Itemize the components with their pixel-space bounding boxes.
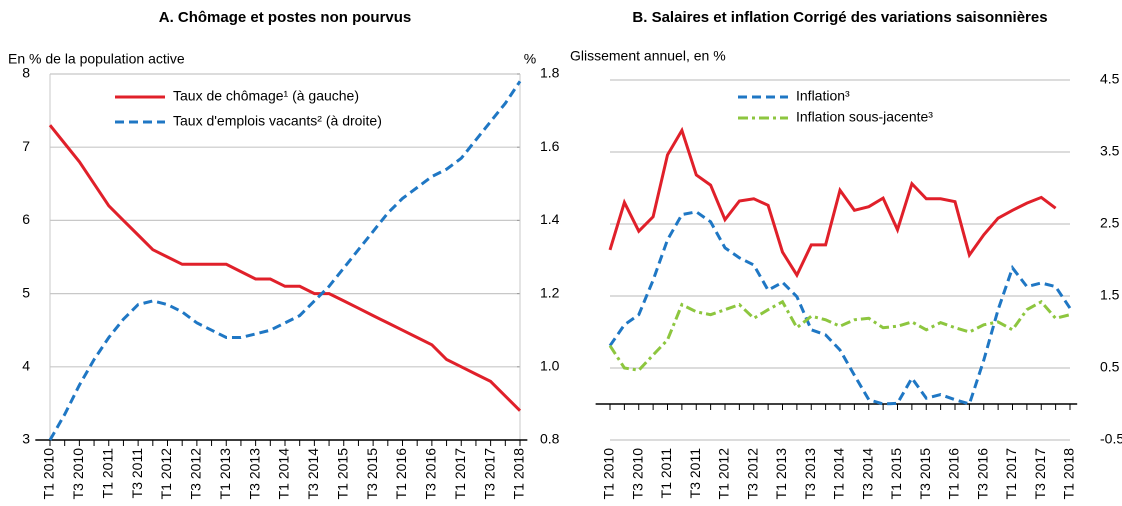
y-axis-label: En % de la population active (8, 51, 185, 67)
y-tick-label: 0.5 (1100, 359, 1120, 375)
x-tick-label: T1 2015 (334, 448, 350, 500)
x-tick-label: T1 2018 (1061, 448, 1077, 500)
legend-label: Inflation sous-jacente³ (796, 109, 933, 125)
x-tick-label: T1 2014 (276, 448, 292, 500)
x-tick-label: T1 2013 (217, 448, 233, 500)
legend-label: Taux de chômage¹ (à gauche) (173, 88, 359, 104)
y2-tick-label: 1.0 (540, 358, 560, 374)
x-tick-label: T1 2015 (888, 448, 904, 500)
x-tick-label: T1 2014 (831, 448, 847, 500)
x-tick-label: T3 2017 (481, 448, 497, 500)
x-tick-label: T3 2010 (70, 448, 86, 500)
y2-tick-label: 1.8 (540, 65, 560, 81)
series-line (608, 299, 1071, 372)
x-tick-label: T3 2017 (1032, 448, 1048, 500)
chart-title: B. Salaires et inflation Corrigé des var… (632, 9, 1048, 26)
x-tick-label: T1 2018 (511, 448, 527, 500)
chart-title: A. Chômage et postes non pourvus (158, 9, 412, 26)
x-tick-label: T1 2016 (946, 448, 962, 500)
y2-tick-label: 1.4 (540, 211, 560, 227)
y-tick-label: 1.5 (1100, 287, 1120, 303)
x-tick-label: T3 2011 (687, 448, 703, 499)
x-tick-label: T1 2012 (716, 448, 732, 500)
x-tick-label: T3 2010 (629, 448, 645, 500)
y-tick-label: 5 (22, 284, 30, 300)
x-tick-label: T3 2016 (423, 448, 439, 500)
legend-label: Taux d'emplois vacants² (à droite) (173, 113, 382, 129)
y-tick-label: 4 (22, 358, 30, 374)
x-tick-label: T3 2012 (744, 448, 760, 500)
x-tick-label: T1 2011 (658, 448, 674, 499)
y-tick-label: -0.5 (1100, 431, 1122, 447)
x-tick-label: T1 2016 (393, 448, 409, 500)
x-tick-label: T3 2014 (305, 448, 321, 500)
x-tick-label: T1 2017 (452, 448, 468, 500)
x-tick-label: T3 2015 (917, 448, 933, 500)
x-tick-label: T1 2013 (773, 448, 789, 500)
y-tick-label: 3 (22, 431, 30, 447)
y-tick-label: 2.5 (1100, 215, 1120, 231)
y2-axis-label: % (524, 51, 536, 67)
x-tick-label: T3 2013 (802, 448, 818, 500)
y-tick-label: 6 (22, 211, 30, 227)
y2-tick-label: 0.8 (540, 431, 560, 447)
series-line (48, 124, 522, 412)
series-line (608, 210, 1072, 406)
x-tick-label: T1 2010 (41, 448, 57, 500)
x-tick-label: T3 2016 (974, 448, 990, 500)
x-tick-label: T3 2012 (188, 448, 204, 500)
y-tick-label: 8 (22, 65, 30, 81)
y2-tick-label: 1.6 (540, 138, 560, 154)
x-tick-label: T1 2017 (1003, 448, 1019, 500)
series-line (608, 126, 1057, 279)
y-tick-label: 4.5 (1100, 71, 1120, 87)
x-tick-label: T3 2015 (364, 448, 380, 500)
x-tick-label: T1 2010 (601, 448, 617, 500)
x-tick-label: T3 2014 (859, 448, 875, 500)
legend-label: Inflation³ (796, 88, 850, 104)
x-tick-label: T3 2011 (129, 448, 145, 499)
y-tick-label: 7 (22, 138, 30, 154)
x-tick-label: T3 2013 (246, 448, 262, 500)
y-axis-label: Glissement annuel, en % (570, 48, 726, 64)
x-tick-label: T1 2011 (99, 448, 115, 499)
y-tick-label: 3.5 (1100, 143, 1120, 159)
x-tick-label: T1 2012 (158, 448, 174, 500)
y2-tick-label: 1.2 (540, 284, 560, 300)
series-line (48, 80, 522, 441)
